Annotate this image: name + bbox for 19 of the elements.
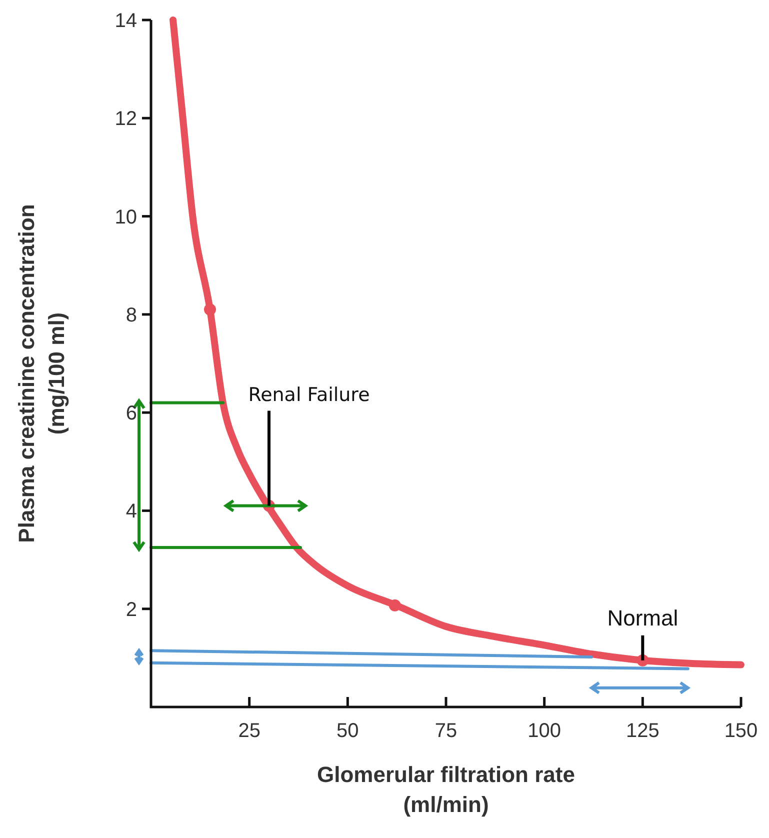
annotation: Normal [607,605,678,630]
y-tick-label: 8 [126,304,137,326]
y-axis-title: Plasma creatinine concentration (mg/100 ml) [14,204,69,543]
x-tick-label: 25 [238,720,260,742]
x-tick-label: 125 [626,720,660,742]
x-tick-label: 75 [434,720,458,742]
y-tick-label: 6 [126,402,137,425]
point [204,304,216,316]
y-tick-label: 12 [114,108,137,130]
point [388,599,401,612]
x-axis-title: Glomerular filtration rate (ml/min) [317,762,575,817]
x-tick-label: 50 [336,720,359,742]
x-tick-label: 150 [724,720,758,742]
annotation: Renal Failure [248,384,370,406]
y-tick-label: 10 [114,206,137,228]
y-tick-label: 2 [126,598,137,621]
y-tick-label: 14 [114,10,137,32]
x-tick-label: 100 [528,720,562,742]
y-tick-label: 4 [126,500,137,523]
